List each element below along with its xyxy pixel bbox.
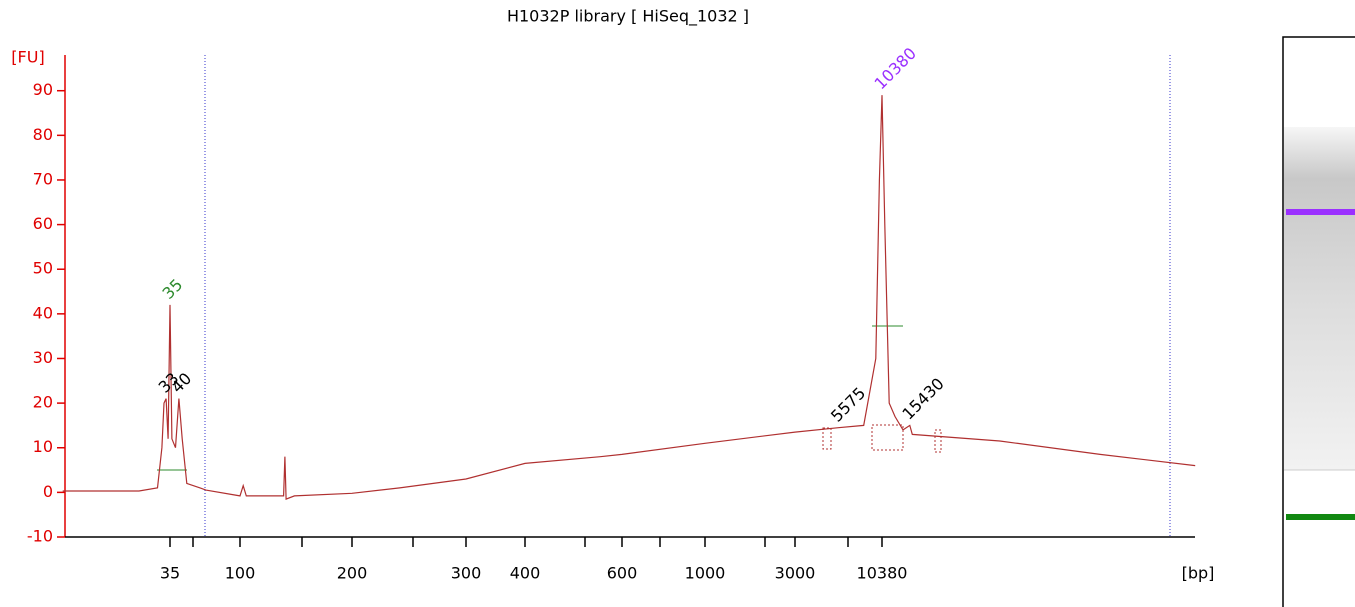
- peak-label: 15430: [898, 374, 947, 423]
- x-tick-label: 3000: [775, 564, 816, 583]
- peak-box: [871, 424, 904, 451]
- x-tick-label: 35: [160, 564, 180, 583]
- y-tick-label: 80: [33, 125, 53, 144]
- x-tick-label: 300: [451, 564, 482, 583]
- gel-smear: [1284, 127, 1355, 470]
- y-tick-label: 60: [33, 214, 53, 233]
- y-tick-label: 50: [33, 259, 53, 278]
- y-tick-label: 30: [33, 348, 53, 367]
- peak-box: [934, 429, 942, 453]
- x-tick-label: 1000: [685, 564, 726, 583]
- peak-box: [822, 427, 832, 450]
- peak-label: 5575: [827, 383, 869, 425]
- y-tick-label: 10: [33, 437, 53, 456]
- x-tick-label: 600: [607, 564, 638, 583]
- peak-label: 35: [159, 275, 187, 303]
- y-tick-label: 40: [33, 303, 53, 322]
- y-tick-label: -10: [27, 527, 53, 546]
- y-tick-label: 70: [33, 169, 53, 188]
- trace: [62, 95, 1196, 500]
- x-tick-label: 200: [337, 564, 368, 583]
- y-axis-label: [FU]: [11, 48, 44, 67]
- gel-lane: [1282, 36, 1355, 607]
- y-tick-label: 0: [43, 482, 53, 501]
- x-tick-label: 100: [225, 564, 256, 583]
- y-tick-label: 90: [33, 80, 53, 99]
- y-tick-label: 20: [33, 393, 53, 412]
- x-tick-label: 10380: [857, 564, 908, 583]
- x-tick-label: 400: [510, 564, 541, 583]
- gel-band: [1286, 209, 1355, 215]
- gel-band: [1286, 514, 1355, 520]
- chart-title: H1032P library [ HiSeq_1032 ]: [507, 7, 749, 27]
- peak-label: 10380: [871, 44, 920, 93]
- x-axis-label: [bp]: [1182, 564, 1215, 583]
